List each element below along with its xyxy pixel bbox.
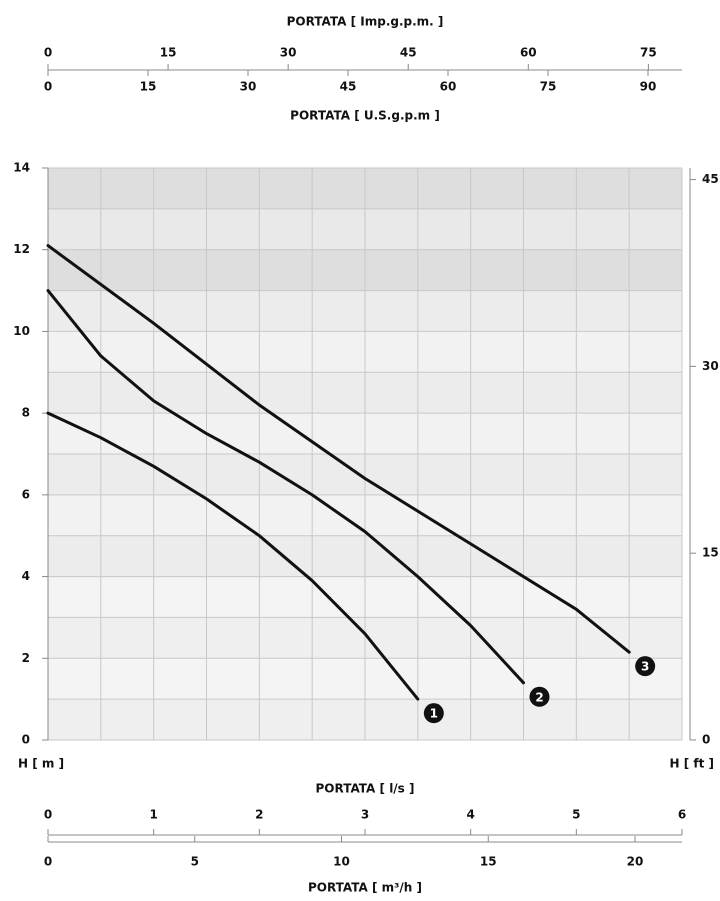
x-tick-label: 60 [440,80,457,94]
y-tick-label: 0 [22,733,30,747]
x-tick-label: 0 [44,80,52,94]
curve-label: 2 [535,690,543,704]
y-axis-label: H [ m ] [18,757,64,771]
x-tick-label: 5 [572,808,580,822]
x-tick-label: 75 [540,80,557,94]
x-tick-label: 1 [149,808,157,822]
x-tick-label: 90 [640,80,657,94]
x-tick-label: 0 [44,46,52,60]
x-tick-label: 3 [361,808,369,822]
x-tick-label: 15 [140,80,157,94]
curve-marker [423,703,444,724]
x-tick-label: 4 [466,808,474,822]
x-axis-label: PORTATA [ l/s ] [316,782,415,796]
x-tick-label: 6 [678,808,686,822]
curve-marker [529,686,550,707]
y2-tick-label: 30 [702,359,719,373]
x-tick-label: 45 [400,46,417,60]
x-tick-label: 45 [340,80,357,94]
curve [46,411,420,701]
y-tick-label: 14 [13,161,30,175]
x-tick-label: 5 [191,855,199,869]
x-tick-label: 30 [240,80,257,94]
x-tick-label: 2 [255,808,263,822]
x-tick-label: 60 [520,46,537,60]
curve [46,244,631,654]
x-axis-label: PORTATA [ U.S.g.p.m ] [290,109,440,123]
x-tick-label: 0 [44,855,52,869]
curve-label: 1 [430,707,438,721]
y-tick-label: 6 [22,487,30,501]
y2-tick-label: 45 [702,172,719,186]
y-tick-label: 4 [22,569,30,583]
x-tick-label: 10 [333,855,350,869]
y-tick-label: 10 [13,324,30,338]
x-tick-label: 15 [160,46,177,60]
x-tick-label: 20 [627,855,644,869]
y-tick-label: 8 [22,406,30,420]
y-tick-label: 12 [13,242,30,256]
y2-axis-label: H [ ft ] [669,757,714,771]
x-tick-label: 75 [640,46,657,60]
y2-tick-label: 0 [702,733,710,747]
curve-label: 3 [641,660,649,674]
x-axis-label: PORTATA [ m³/h ] [308,881,422,895]
x-tick-label: 30 [280,46,297,60]
x-tick-label: 0 [44,808,52,822]
curve [46,289,525,685]
y2-tick-label: 15 [702,546,719,560]
curve-marker [635,656,656,677]
x-tick-label: 15 [480,855,497,869]
x-axis-label: PORTATA [ Imp.g.p.m. ] [287,15,444,29]
y-tick-label: 2 [22,651,30,665]
